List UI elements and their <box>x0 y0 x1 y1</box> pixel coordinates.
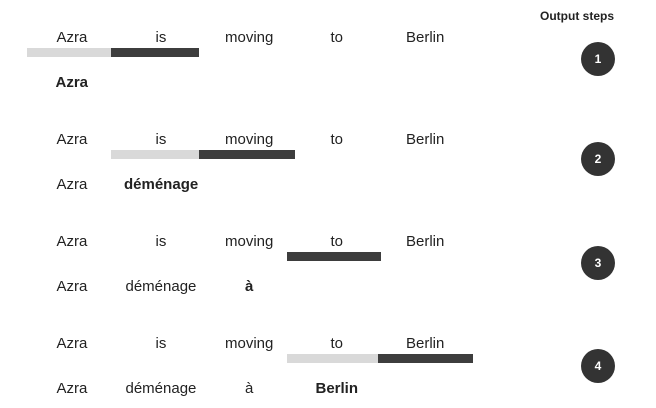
output-word: Azra <box>55 74 89 91</box>
source-word: moving <box>225 29 274 46</box>
source-word: is <box>155 131 167 148</box>
source-word: to <box>330 335 344 352</box>
source-word: moving <box>225 335 274 352</box>
source-word: is <box>155 335 167 352</box>
source-word: Berlin <box>406 131 445 148</box>
attention-bar <box>199 150 295 159</box>
source-word: Berlin <box>406 233 445 250</box>
output-word: déménage <box>124 176 199 193</box>
output-word: Azra <box>56 380 88 397</box>
source-word: Azra <box>56 131 88 148</box>
source-word: Berlin <box>406 29 445 46</box>
output-word: Azra <box>56 176 88 193</box>
source-word: to <box>330 233 344 250</box>
step-number-badge: 4 <box>581 349 615 383</box>
output-word: à <box>245 380 254 397</box>
attention-bar <box>287 354 381 363</box>
attention-bar <box>378 354 473 363</box>
source-word: to <box>330 29 344 46</box>
source-word: moving <box>225 131 274 148</box>
source-word: Berlin <box>406 335 445 352</box>
output-word: déménage <box>125 380 197 397</box>
source-word: is <box>155 233 167 250</box>
source-word: Azra <box>56 29 88 46</box>
attention-bar <box>111 48 199 57</box>
step-number-badge: 2 <box>581 142 615 176</box>
output-word: déménage <box>125 278 197 295</box>
source-word: to <box>330 131 344 148</box>
source-word: Azra <box>56 233 88 250</box>
output-steps-title: Output steps <box>540 9 614 23</box>
source-word: moving <box>225 233 274 250</box>
source-word: is <box>155 29 167 46</box>
step-number-badge: 3 <box>581 246 615 280</box>
step-number-badge: 1 <box>581 42 615 76</box>
output-word: à <box>245 278 254 295</box>
source-word: Azra <box>56 335 88 352</box>
output-word: Berlin <box>315 380 359 397</box>
attention-bar <box>27 48 115 57</box>
attention-bar <box>287 252 381 261</box>
output-word: Azra <box>56 278 88 295</box>
attention-bar <box>111 150 199 159</box>
